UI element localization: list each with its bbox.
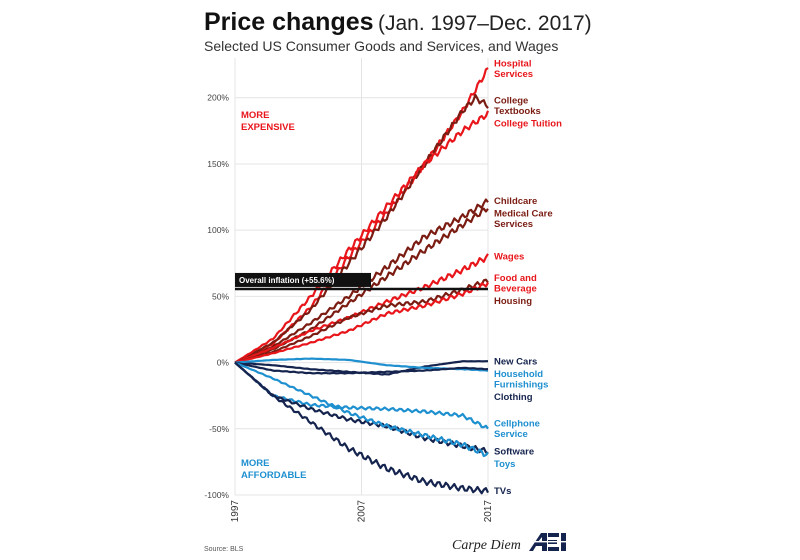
x-tick-label: 2007 [357,500,368,523]
zone-label-line: MORE [241,458,270,469]
y-tick-label: -50% [209,424,229,434]
series-label-line: Cellphone [494,419,540,430]
axes: 200% 150% 100% 50% 0% -50% -100%1997 2007 2017 [204,93,494,523]
series-label-new-cars: New Cars [494,356,537,367]
series-label-wages: Wages [494,252,524,263]
series-label-line: College [494,95,528,106]
series-label-tvs: TVs [494,486,511,497]
series-label-line: Toys [494,459,515,470]
series-label-housing: Housing [494,296,532,307]
series-label-line: Service [494,429,528,440]
y-tick-label: -100% [204,490,229,500]
series-line-cellphone-service [234,361,489,430]
series-label-line: Housing [494,296,532,307]
series-label-line: Food and [494,273,537,284]
series-line-toys [234,361,489,458]
y-tick-label: 50% [212,291,229,301]
series-label-line: Software [494,446,534,457]
series-label-college-textbooks: College Textbooks [494,95,541,117]
y-tick-label: 100% [207,225,229,235]
series-label-childcare: Childcare [494,196,537,207]
zone-label-line: EXPENSIVE [241,122,295,133]
zone-label-more-affordable: MORE AFFORDABLE [241,458,306,481]
chart-subtitle: Selected US Consumer Goods and Services,… [204,38,559,54]
source-note: Source: BLS [204,546,244,553]
series-label-line: Clothing [494,392,533,403]
series-label-toys: Toys [494,459,515,470]
series-label-line: Furnishings [494,379,548,390]
series-label-line: Wages [494,252,524,263]
zone-label-more-expensive: MORE EXPENSIVE [241,110,295,133]
series-line-college-tuition [234,110,490,364]
series-line-wages [234,253,489,364]
series-label-software: Software [494,446,534,457]
series-label-household-furnishings: Household Furnishings [494,369,548,391]
chart-title-range: (Jan. 1997–Dec. 2017) [377,12,592,35]
series-label-line: Hospital [494,58,531,69]
series-label-cellphone-service: Cellphone Service [494,419,540,441]
series-line-clothing [234,361,489,375]
series-label-food-and-beverage: Food and Beverage [494,273,537,295]
aei-logo [527,533,569,551]
series-label-medical-care-services: Medical Care Services [494,209,553,231]
series-line-food-and-beverage [234,282,489,364]
chart-title-main: Price changes [204,8,374,36]
series-label-line: Medical Care [494,209,553,220]
zone-label-line: MORE [241,110,270,121]
x-tick-label: 1997 [230,500,241,523]
series-label-line: Textbooks [494,106,541,117]
series-label-line: College Tuition [494,118,562,129]
inflation-label-box [235,272,371,287]
y-tick-label: 200% [207,93,229,103]
series-label-line: Services [494,69,533,80]
inflation-marker: Overall inflation (+55.6%) [235,272,488,291]
zone-label-line: AFFORDABLE [241,470,306,481]
series-label-line: Household [494,369,543,380]
chart-title: Price changes (Jan. 1997–Dec. 2017) [204,8,592,37]
series-lines [234,67,490,495]
series-line-tvs [234,361,489,495]
series-line-college-textbooks [234,93,489,364]
x-tick-label: 2017 [483,500,494,523]
brand-text: Carpe Diem [452,538,521,553]
series-label-line: Childcare [494,196,537,207]
series-line-housing [234,278,489,364]
series-line-medical-care-services [234,207,489,364]
series-label-hospital-services: Hospital Services [494,58,533,80]
series-label-line: TVs [494,486,511,497]
series-label-college-tuition: College Tuition [494,118,562,129]
series-label-line: New Cars [494,356,537,367]
y-tick-label: 150% [207,159,229,169]
series-label-line: Beverage [494,283,537,294]
series-label-line: Services [494,219,533,230]
inflation-label: Overall inflation (+55.6%) [239,276,335,285]
series-label-clothing: Clothing [494,392,533,403]
y-tick-label: 0% [217,358,230,368]
